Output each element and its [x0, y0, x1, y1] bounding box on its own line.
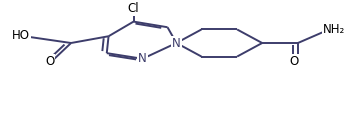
- Text: N: N: [172, 37, 181, 49]
- Text: O: O: [290, 55, 299, 68]
- Text: O: O: [45, 55, 54, 68]
- Text: NH₂: NH₂: [323, 23, 345, 36]
- Text: HO: HO: [12, 29, 30, 42]
- Text: Cl: Cl: [128, 2, 139, 15]
- Text: N: N: [138, 52, 147, 65]
